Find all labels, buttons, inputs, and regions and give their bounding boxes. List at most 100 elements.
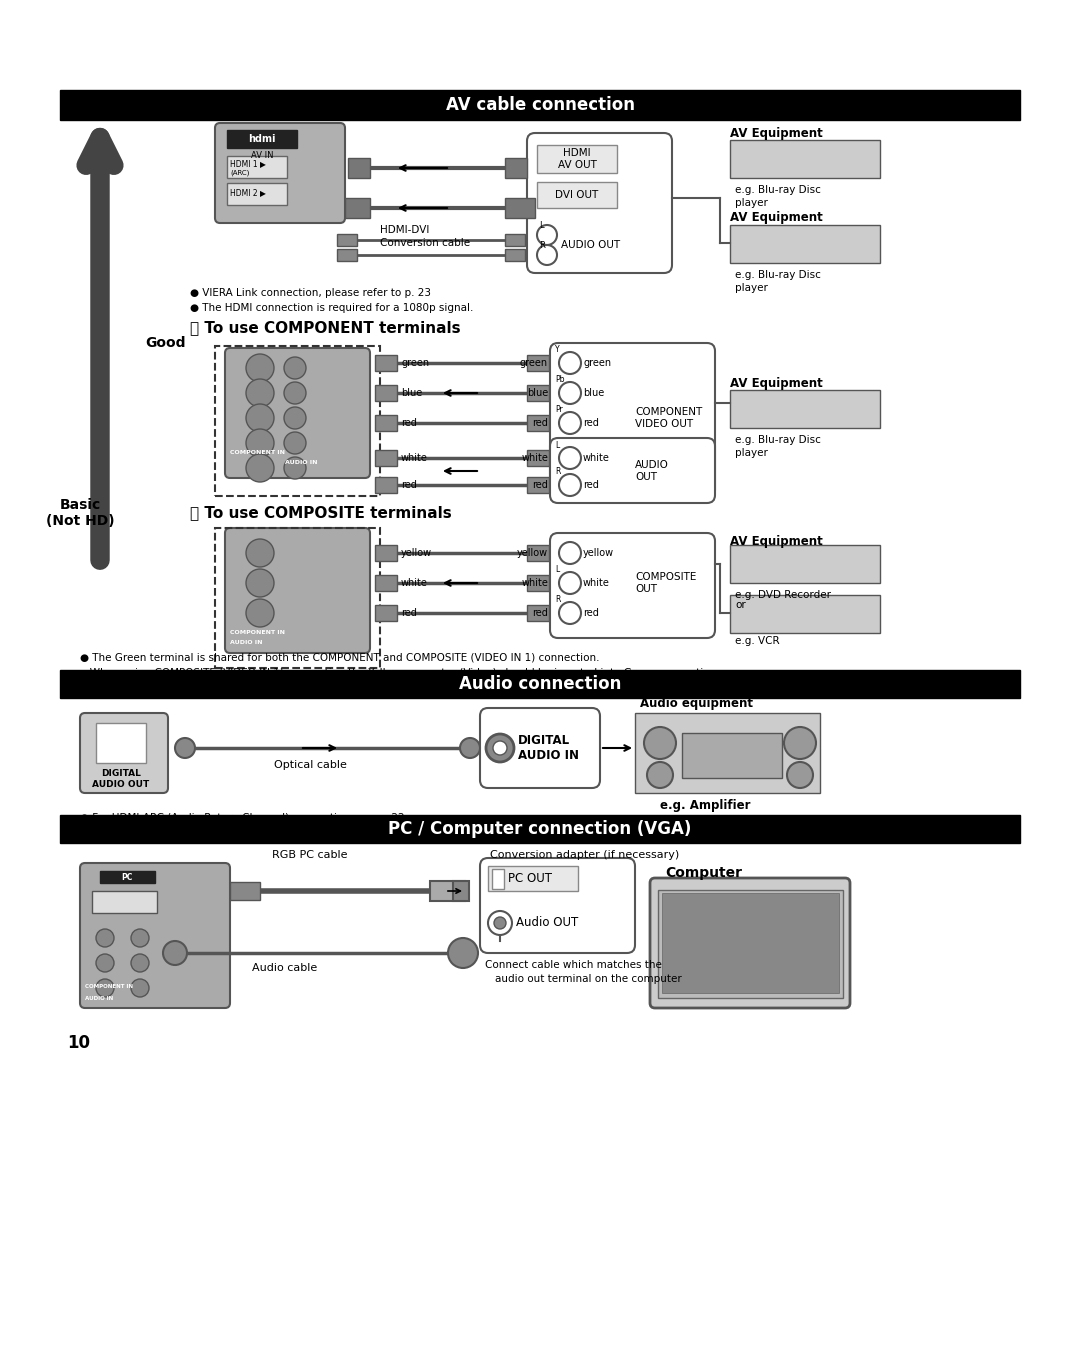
Text: red: red <box>532 607 548 618</box>
Text: Audio equipment: Audio equipment <box>640 697 753 709</box>
Circle shape <box>246 429 274 457</box>
Bar <box>492 869 504 889</box>
Text: Pb: Pb <box>555 376 565 384</box>
Circle shape <box>559 446 581 469</box>
Bar <box>730 595 880 633</box>
Text: DIGITAL
AUDIO IN: DIGITAL AUDIO IN <box>518 733 579 762</box>
Text: R: R <box>555 595 561 605</box>
Bar <box>227 130 297 147</box>
Text: green: green <box>401 359 429 368</box>
Circle shape <box>460 737 480 758</box>
Circle shape <box>284 457 306 479</box>
Text: HDMI 2 ▶: HDMI 2 ▶ <box>230 188 266 198</box>
Bar <box>230 882 260 900</box>
FancyBboxPatch shape <box>480 858 635 953</box>
Circle shape <box>647 762 673 787</box>
FancyBboxPatch shape <box>225 348 370 478</box>
Text: Audio connection: Audio connection <box>459 675 621 693</box>
FancyBboxPatch shape <box>550 533 715 639</box>
Circle shape <box>644 727 676 759</box>
Text: white: white <box>522 578 548 589</box>
Circle shape <box>559 474 581 497</box>
Text: AV IN: AV IN <box>251 150 273 160</box>
Text: L: L <box>539 222 543 230</box>
Bar <box>505 198 535 218</box>
Text: Conversion adapter (if necessary): Conversion adapter (if necessary) <box>490 850 679 861</box>
Text: COMPONENT IN: COMPONENT IN <box>85 984 133 989</box>
Text: Basic
(Not HD): Basic (Not HD) <box>45 498 114 528</box>
Text: white: white <box>583 453 610 463</box>
Circle shape <box>448 938 478 967</box>
Text: blue: blue <box>583 388 604 398</box>
Text: audio out terminal on the computer: audio out terminal on the computer <box>495 974 681 984</box>
Text: HDMI 1 ▶: HDMI 1 ▶ <box>230 160 266 169</box>
Text: AV cable connection: AV cable connection <box>446 96 635 114</box>
Bar <box>662 893 839 993</box>
Text: Ⓒ To use COMPOSITE terminals: Ⓒ To use COMPOSITE terminals <box>190 506 451 521</box>
Bar <box>375 451 397 465</box>
Circle shape <box>246 379 274 407</box>
Text: HDMI
AV OUT: HDMI AV OUT <box>557 149 596 169</box>
Text: Ⓑ To use COMPONENT terminals: Ⓑ To use COMPONENT terminals <box>190 321 461 336</box>
Text: red: red <box>401 607 417 618</box>
Bar <box>730 545 880 583</box>
Text: e.g. Amplifier: e.g. Amplifier <box>660 798 751 812</box>
Text: player: player <box>735 448 768 459</box>
Text: RGB PC cable: RGB PC cable <box>272 850 348 861</box>
Bar <box>60 815 1020 843</box>
Circle shape <box>537 225 557 245</box>
FancyBboxPatch shape <box>480 708 600 787</box>
Text: Y: Y <box>555 345 559 354</box>
Text: red: red <box>583 607 599 618</box>
FancyBboxPatch shape <box>80 713 168 793</box>
Text: (ARC): (ARC) <box>230 169 249 176</box>
Text: red: red <box>401 418 417 428</box>
Circle shape <box>163 940 187 965</box>
Text: red: red <box>583 480 599 490</box>
Text: R: R <box>555 468 561 476</box>
FancyBboxPatch shape <box>215 123 345 223</box>
Bar <box>681 733 782 778</box>
Text: blue: blue <box>401 388 422 398</box>
Bar <box>375 415 397 432</box>
Bar <box>60 670 1020 698</box>
Circle shape <box>486 733 514 762</box>
Text: ● The Green terminal is shared for both the COMPONENT and COMPOSITE (VIDEO IN 1): ● The Green terminal is shared for both … <box>80 653 599 663</box>
Bar <box>527 545 549 561</box>
Bar <box>100 871 156 884</box>
Circle shape <box>96 954 114 971</box>
Text: PC OUT: PC OUT <box>508 871 552 885</box>
Circle shape <box>784 727 816 759</box>
Text: white: white <box>401 453 428 463</box>
Text: red: red <box>532 418 548 428</box>
Text: AUDIO OUT: AUDIO OUT <box>561 239 620 250</box>
Text: ● For HDMI-ARC (Audio Return Channel) connection, see p. 22: ● For HDMI-ARC (Audio Return Channel) co… <box>80 813 405 823</box>
Circle shape <box>559 413 581 434</box>
Bar <box>730 139 880 179</box>
Text: DVI OUT: DVI OUT <box>555 189 598 200</box>
Circle shape <box>494 917 507 930</box>
Text: ● The HDMI connection is required for a 1080p signal.: ● The HDMI connection is required for a … <box>190 303 473 313</box>
Text: AUDIO IN: AUDIO IN <box>230 640 262 645</box>
Circle shape <box>131 980 149 997</box>
Text: green: green <box>583 359 611 368</box>
Text: COMPONENT
VIDEO OUT: COMPONENT VIDEO OUT <box>635 407 702 429</box>
Circle shape <box>246 354 274 382</box>
Circle shape <box>246 405 274 432</box>
Bar <box>375 545 397 561</box>
Bar <box>215 346 380 497</box>
Bar <box>375 478 397 492</box>
Text: PC: PC <box>121 873 133 882</box>
Text: white: white <box>583 578 610 589</box>
Bar <box>227 183 287 206</box>
Text: Optical cable: Optical cable <box>273 760 347 770</box>
Text: player: player <box>735 198 768 208</box>
Circle shape <box>488 911 512 935</box>
FancyBboxPatch shape <box>527 133 672 273</box>
Circle shape <box>96 930 114 947</box>
Circle shape <box>559 572 581 594</box>
Bar <box>505 249 525 261</box>
Text: e.g. DVD Recorder: e.g. DVD Recorder <box>735 590 831 599</box>
Bar <box>375 386 397 400</box>
Bar <box>505 234 525 246</box>
